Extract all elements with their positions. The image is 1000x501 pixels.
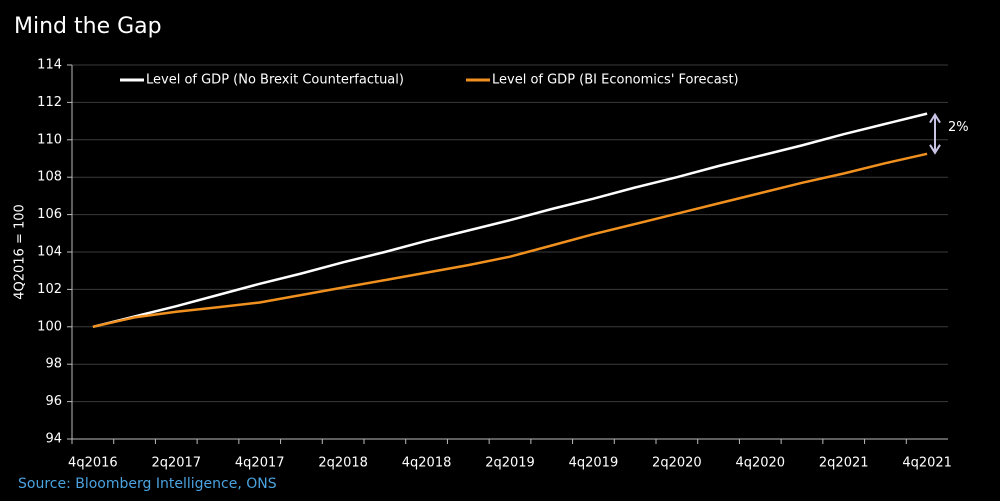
x-tick-label: 2q2019 [485,456,535,471]
x-tick-label: 4q2017 [235,456,285,471]
x-tick-label: 4q2021 [902,456,952,471]
gap-arrowhead [929,144,941,155]
x-tick-label: 2q2020 [652,456,702,471]
x-tick-label: 4q2019 [569,456,619,471]
y-tick-label: 114 [37,58,62,73]
source: Source: Bloomberg Intelligence, ONS [18,476,277,492]
y-tick-label: 106 [37,207,62,222]
x-tick-label: 4q2020 [735,456,785,471]
x-tick-label: 2q2021 [819,456,869,471]
annotation: 2% [948,120,969,135]
y-tick-label: 100 [37,319,62,334]
x-tick-label: 2q2017 [151,456,201,471]
line-series [92,152,928,329]
y-tick-label: 96 [45,394,62,409]
y-tick-label: 110 [37,132,62,147]
x-tick-label: 4q2018 [402,456,452,471]
y-tick-label: 94 [45,432,62,447]
line-series [92,112,928,329]
legend-label: Level of GDP (No Brexit Counterfactual) [146,73,404,88]
y-tick-label: 104 [37,245,62,260]
y-tick-label: 108 [37,170,62,185]
y-tick-label: 102 [37,282,62,297]
x-tick-label: 4q2016 [68,456,118,471]
x-tick-label: 2q2018 [318,456,368,471]
chart-title: Mind the Gap [14,14,162,39]
legend-label: Level of GDP (BI Economics' Forecast) [492,73,739,88]
y-tick-label: 112 [37,95,62,110]
y-axis-label: 4Q2016 = 100 [13,204,28,300]
gap-arrowhead [929,112,941,124]
y-tick-label: 98 [45,357,62,372]
